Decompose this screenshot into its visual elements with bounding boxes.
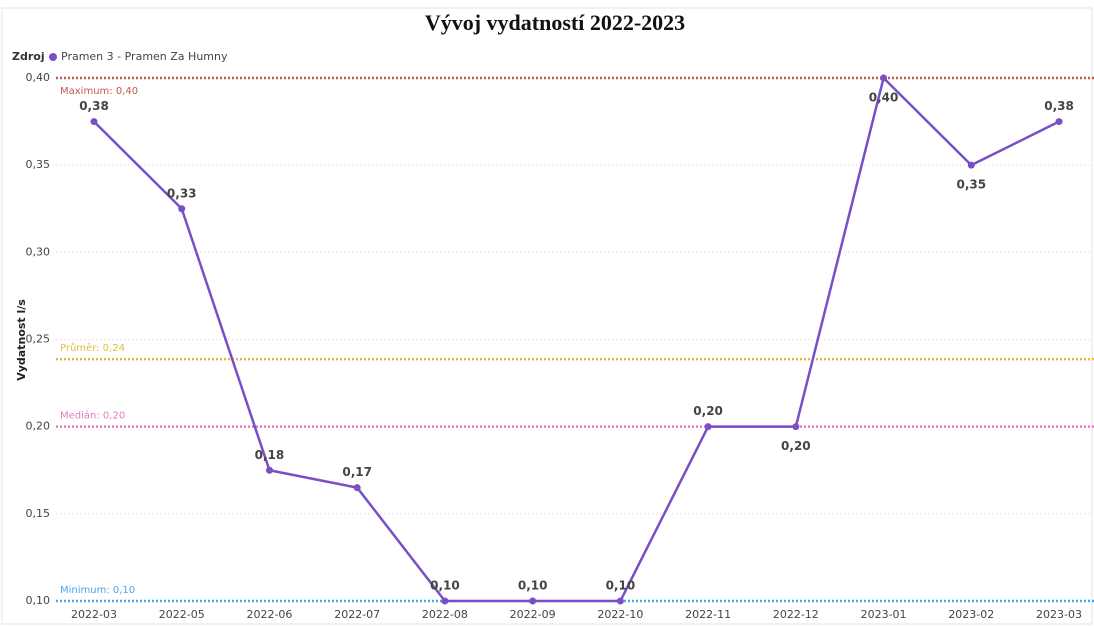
data-label: 0,38	[79, 99, 109, 113]
data-point	[265, 466, 273, 474]
x-tick-label: 2022-03	[71, 608, 117, 621]
x-tick-label: 2022-11	[685, 608, 731, 621]
data-label: 0,20	[693, 404, 723, 418]
data-point	[441, 597, 449, 605]
x-tick-label: 2023-03	[1036, 608, 1082, 621]
x-tick-label: 2022-12	[773, 608, 819, 621]
data-point	[178, 205, 186, 213]
chart-frame	[1, 7, 1093, 625]
legend-label: Pramen 3 - Pramen Za Humny	[61, 50, 228, 63]
chart-title: Vývoj vydatností 2022-2023	[425, 10, 685, 35]
x-tick-label: 2022-10	[597, 608, 643, 621]
data-point	[529, 597, 537, 605]
data-point	[90, 118, 98, 126]
reference-label: Minimum: 0,10	[60, 585, 135, 596]
y-axis-label: Vydatnost l/s	[15, 299, 28, 381]
data-point	[792, 423, 800, 431]
data-label: 0,17	[342, 465, 372, 479]
reference-label: Medián: 0,20	[60, 410, 125, 422]
x-tick-label: 2022-05	[159, 608, 205, 621]
data-point	[616, 597, 624, 605]
reference-label: Průměr: 0,24	[60, 342, 125, 354]
data-label: 0,10	[606, 579, 636, 593]
data-point	[353, 484, 361, 492]
reference-label: Maximum: 0,40	[60, 86, 138, 97]
y-tick-label: 0,25	[26, 333, 51, 346]
x-tick-label: 2023-02	[948, 608, 994, 621]
data-label: 0,38	[1044, 99, 1074, 113]
data-point	[704, 423, 712, 431]
data-label: 0,18	[255, 448, 285, 462]
data-label: 0,10	[518, 579, 548, 593]
x-tick-label: 2022-08	[422, 608, 468, 621]
data-label: 0,10	[430, 579, 460, 593]
y-tick-label: 0,35	[26, 158, 51, 171]
legend-marker	[49, 53, 57, 61]
data-point	[1055, 118, 1063, 126]
y-tick-label: 0,40	[26, 71, 51, 84]
data-label: 0,35	[956, 178, 986, 192]
data-label: 0,20	[781, 439, 811, 453]
y-tick-label: 0,10	[26, 594, 51, 607]
x-tick-label: 2023-01	[861, 608, 907, 621]
y-tick-label: 0,30	[26, 245, 51, 258]
x-tick-label: 2022-06	[246, 608, 292, 621]
x-tick-label: 2022-07	[334, 608, 380, 621]
y-tick-label: 0,15	[26, 507, 51, 520]
y-tick-label: 0,20	[26, 420, 51, 433]
data-point	[880, 74, 888, 82]
data-label: 0,33	[167, 186, 197, 200]
series-line	[93, 75, 1060, 603]
data-point	[967, 161, 975, 169]
data-label: 0,40	[869, 91, 899, 105]
x-tick-label: 2022-09	[510, 608, 556, 621]
legend-title: Zdroj	[12, 50, 45, 63]
